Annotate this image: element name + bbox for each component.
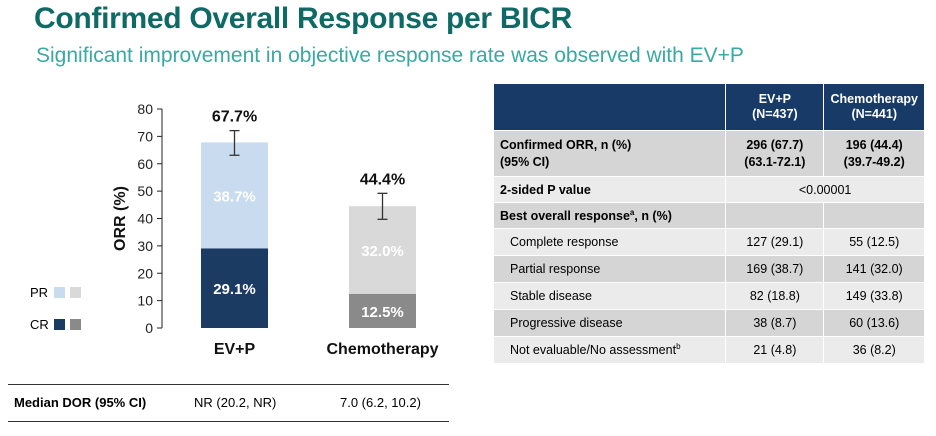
table-header-chemo: Chemotherapy (N=441) xyxy=(823,83,925,131)
y-tick-label: 60 xyxy=(137,156,153,172)
data-label-total-1: 44.4% xyxy=(360,171,405,188)
page-subtitle: Significant improvement in objective res… xyxy=(36,44,744,67)
row-label-text: Stable disease xyxy=(510,289,593,303)
table-header-evp: EV+P (N=437) xyxy=(725,83,825,131)
x-tick-label-1: Chemotherapy xyxy=(326,341,438,358)
bar-pr-1 xyxy=(349,206,416,294)
row-chemo: 141 (32.0) xyxy=(823,255,925,283)
orr-bar-chart: 0 10 20 30 40 50 60 70 80 ORR (%) 29.1% 38.7% 67.7% E… xyxy=(112,101,439,358)
table-row-best-response: Best overall responsea, n (%) xyxy=(492,202,925,229)
row-label: Partial response xyxy=(492,255,727,283)
row-label: Progressive disease xyxy=(492,309,727,337)
row-label: Stable disease xyxy=(492,282,727,310)
data-label-pr-1: 32.0% xyxy=(361,243,404,260)
best-response-footnote: a xyxy=(629,207,635,217)
confirmed-orr-chemo: 196 (44.4) (39.7-49.2) xyxy=(823,130,925,177)
confirmed-orr-evp: 296 (67.7) (63.1-72.1) xyxy=(725,130,825,177)
row-chemo: 36 (8.2) xyxy=(823,336,925,364)
legend-cr-label: CR xyxy=(30,317,49,332)
legend-cr-swatch-evp xyxy=(54,319,65,330)
bar-cr-1 xyxy=(349,293,416,328)
row-chemo: 60 (13.6) xyxy=(823,309,925,337)
response-table: EV+P (N=437) Chemotherapy (N=441) Confir… xyxy=(492,83,925,364)
row-evp: 82 (18.8) xyxy=(725,282,825,310)
row-label: Complete response xyxy=(492,228,727,256)
legend-cr-swatch-chemo xyxy=(70,319,81,330)
y-axis-title: ORR (%) xyxy=(112,186,129,251)
row-label-text: Partial response xyxy=(510,262,601,276)
median-dor-evp: NR (20.2, NR) xyxy=(194,395,277,410)
row-evp: 21 (4.8) xyxy=(725,336,825,364)
row-label-text: Progressive disease xyxy=(510,316,623,330)
best-response-evp-blank xyxy=(725,202,825,229)
row-evp: 127 (29.1) xyxy=(725,228,825,256)
table-row: Not evaluable/No assessmentb 21 (4.8) 36… xyxy=(492,336,925,364)
legend-pr-swatch-chemo xyxy=(70,287,81,298)
page-title: Confirmed Overall Response per BICR xyxy=(34,2,572,35)
y-tick-label: 30 xyxy=(137,238,153,254)
y-tick-label: 10 xyxy=(137,293,153,309)
best-response-label: Best overall responsea, n (%) xyxy=(492,202,727,229)
legend-cr: CR xyxy=(30,317,86,332)
legend-pr: PR xyxy=(30,285,86,300)
table-row-confirmed-orr: Confirmed ORR, n (%) (95% CI) 296 (67.7)… xyxy=(492,130,925,177)
confirmed-orr-label: Confirmed ORR, n (%) (95% CI) xyxy=(492,130,727,177)
y-tick-label: 40 xyxy=(137,211,153,227)
table-row: Complete response 127 (29.1) 55 (12.5) xyxy=(492,228,925,256)
row-evp: 169 (38.7) xyxy=(725,255,825,283)
row-chemo: 149 (33.8) xyxy=(823,282,925,310)
table-row: Partial response 169 (38.7) 141 (32.0) xyxy=(492,255,925,283)
median-dor-chemo: 7.0 (6.2, 10.2) xyxy=(340,395,421,410)
table-header-row: EV+P (N=437) Chemotherapy (N=441) xyxy=(492,83,925,131)
y-tick-label: 0 xyxy=(145,320,153,336)
p-value-label: 2-sided P value xyxy=(492,176,727,203)
y-tick-label: 70 xyxy=(137,128,153,144)
row-label: Not evaluable/No assessmentb xyxy=(492,336,727,364)
table-row: Progressive disease 38 (8.7) 60 (13.6) xyxy=(492,309,925,337)
data-label-cr-0: 29.1% xyxy=(213,281,256,298)
best-response-text: Best overall response xyxy=(500,209,630,224)
row-evp: 38 (8.7) xyxy=(725,309,825,337)
median-dor-label: Median DOR (95% CI) xyxy=(14,395,147,410)
y-tick-label: 50 xyxy=(137,183,153,199)
median-dor-row: Median DOR (95% CI) NR (20.2, NR) 7.0 (6… xyxy=(8,384,449,422)
table-header-blank xyxy=(492,83,727,131)
y-tick-label: 20 xyxy=(137,265,153,281)
data-label-total-0: 67.7% xyxy=(212,109,257,126)
data-label-cr-1: 12.5% xyxy=(361,304,404,321)
data-label-pr-0: 38.7% xyxy=(213,188,256,205)
table-row: Stable disease 82 (18.8) 149 (33.8) xyxy=(492,282,925,310)
row-label-text: Complete response xyxy=(510,235,619,249)
bar-cr-0 xyxy=(201,248,268,328)
row-label-text: Not evaluable/No assessment xyxy=(510,343,677,358)
legend-pr-label: PR xyxy=(30,285,49,300)
y-tick-label: 80 xyxy=(137,101,153,117)
table-row-p-value: 2-sided P value <0.00001 xyxy=(492,176,925,203)
row-footnote: b xyxy=(676,342,681,352)
best-response-suffix: , n (%) xyxy=(634,209,672,224)
legend-pr-swatch-evp xyxy=(54,287,65,298)
best-response-chemo-blank xyxy=(823,202,925,229)
bar-pr-0 xyxy=(201,142,268,249)
x-tick-label-0: EV+P xyxy=(214,341,256,358)
row-chemo: 55 (12.5) xyxy=(823,228,925,256)
p-value: <0.00001 xyxy=(725,176,925,203)
